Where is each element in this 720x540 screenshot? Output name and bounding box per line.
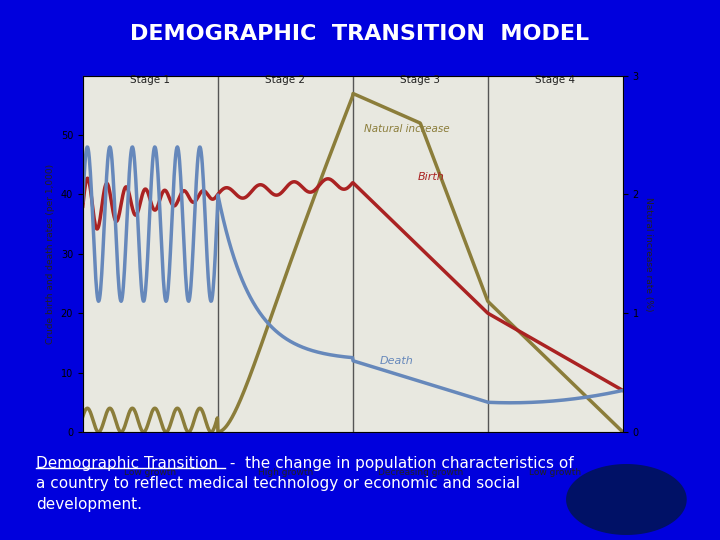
Text: Low growth: Low growth <box>529 468 581 477</box>
Text: Demographic Transition: Demographic Transition <box>36 456 218 471</box>
Text: a country to reflect medical technology or economic and social: a country to reflect medical technology … <box>36 476 520 491</box>
Text: Natural increase: Natural increase <box>364 124 449 134</box>
Text: -  the change in population characteristics of: - the change in population characteristi… <box>225 456 573 471</box>
Text: Stage 3: Stage 3 <box>400 75 441 84</box>
Text: Low growth: Low growth <box>125 468 176 477</box>
Text: development.: development. <box>36 497 142 512</box>
Y-axis label: Crude birth and death rates (per 1,000): Crude birth and death rates (per 1,000) <box>46 164 55 344</box>
Text: Stage 2: Stage 2 <box>265 75 305 84</box>
Text: Birth: Birth <box>418 172 444 181</box>
Text: Death: Death <box>380 356 413 366</box>
Text: Stage 1: Stage 1 <box>130 75 171 84</box>
Text: DEMOGRAPHIC  TRANSITION  MODEL: DEMOGRAPHIC TRANSITION MODEL <box>130 24 590 44</box>
Text: High growth: High growth <box>258 468 313 477</box>
Text: Decreasing growth: Decreasing growth <box>378 468 463 477</box>
Text: Stage 4: Stage 4 <box>535 75 575 84</box>
Y-axis label: Natural increase rate (%): Natural increase rate (%) <box>644 197 653 311</box>
Polygon shape <box>567 465 686 534</box>
